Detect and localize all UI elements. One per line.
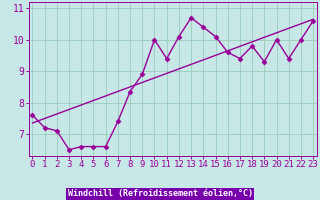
- Text: Windchill (Refroidissement éolien,°C): Windchill (Refroidissement éolien,°C): [68, 189, 252, 198]
